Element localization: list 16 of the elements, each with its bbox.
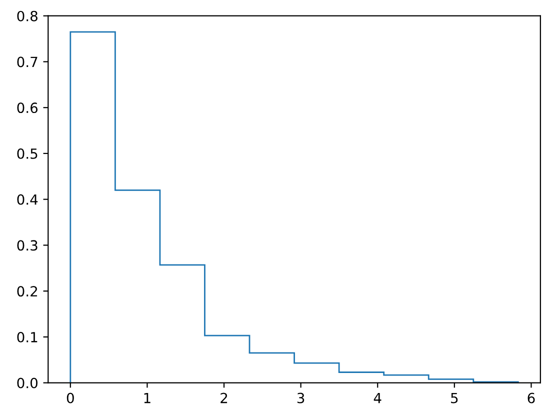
y-tick-label: 0.1: [17, 332, 38, 342]
y-tick-label: 0.4: [17, 194, 38, 205]
y-tick-label: 0.7: [17, 56, 38, 68]
x-tick-label: 5: [451, 392, 458, 404]
y-tick-label: 0.8: [17, 10, 38, 22]
y-tick-label: 0.2: [17, 286, 38, 297]
x-tick-label: 2: [220, 392, 228, 404]
x-tick-label: 6: [528, 392, 535, 404]
y-tick-label: 0.6: [17, 102, 38, 114]
y-tick-label: 0.5: [17, 148, 38, 159]
y-tick-label: 0.0: [17, 378, 38, 388]
x-tick-label: 4: [374, 392, 382, 404]
y-tick-label: 0.3: [17, 240, 38, 251]
x-tick-label: 1: [144, 392, 150, 404]
x-tick-label: 3: [297, 392, 304, 404]
x-tick-label: 0: [66, 392, 74, 404]
